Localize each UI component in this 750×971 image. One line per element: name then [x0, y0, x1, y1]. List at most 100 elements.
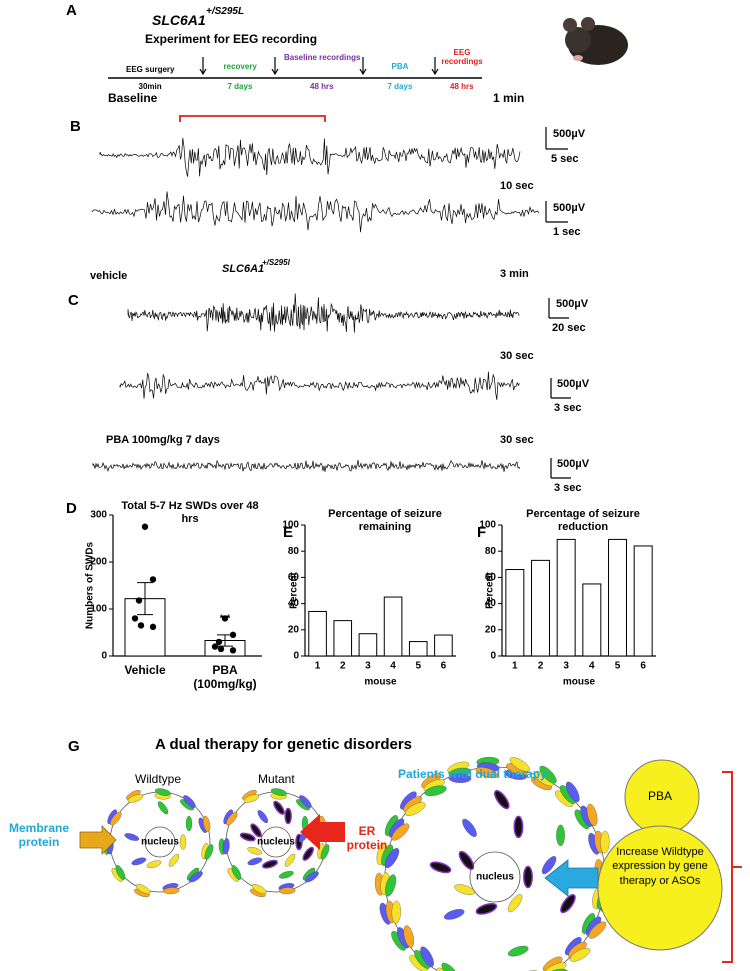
protein [462, 818, 477, 837]
protein [278, 870, 294, 879]
data-point [141, 523, 149, 530]
panel-letter: A [66, 2, 77, 19]
protein [403, 925, 414, 948]
y-tick-label: 80 [288, 546, 300, 557]
protein [454, 884, 475, 895]
experiment-title: Experiment for EEG recording [145, 32, 318, 46]
protein [247, 846, 263, 855]
zoom-span: 10 sec [500, 180, 534, 192]
y-tick-label: 100 [479, 520, 496, 531]
protein [541, 856, 557, 875]
protein [251, 884, 267, 895]
protein [243, 794, 260, 803]
gene-name: SLC6A1 [152, 12, 206, 28]
protein [391, 823, 410, 841]
panel-letter: G [68, 738, 80, 755]
data-point [221, 615, 229, 622]
cell-label: Mutant [258, 772, 295, 786]
protein [545, 968, 569, 971]
x-tick-label: 6 [640, 661, 646, 672]
y-tick-label: 60 [288, 572, 300, 583]
step-duration: 7 days [227, 82, 253, 91]
nucleus [469, 851, 521, 903]
y-tick-label: 40 [288, 598, 300, 609]
protein [179, 834, 187, 850]
protein [424, 785, 447, 796]
protein [509, 757, 530, 772]
panel-label: Baseline [108, 91, 158, 105]
protein [384, 848, 400, 869]
y-tick-label: 100 [282, 520, 299, 531]
scale-amp: 500µV [557, 458, 590, 470]
eeg-trace [91, 191, 540, 233]
x-axis-label: mouse [563, 677, 596, 688]
protein [185, 815, 193, 832]
therapy-label: PBA [648, 789, 673, 803]
data-point [149, 623, 157, 631]
protein [168, 853, 180, 867]
protein-label: ER protein [346, 824, 388, 852]
data-point [149, 576, 157, 583]
y-tick-label: 80 [485, 546, 497, 557]
protein [284, 807, 292, 825]
protein [302, 846, 315, 861]
data-point [131, 615, 139, 622]
protein [523, 865, 533, 889]
arrow [79, 825, 117, 855]
x-tick-label: 3 [365, 661, 371, 672]
bar [633, 545, 653, 657]
data-point [215, 638, 223, 646]
bar [531, 559, 550, 657]
y-tick-label: 40 [485, 598, 497, 609]
protein [270, 788, 287, 796]
bar [556, 538, 576, 657]
scale-time: 1 sec [553, 226, 581, 238]
arrow [300, 814, 345, 850]
protein [405, 802, 426, 816]
arrow-head [359, 68, 367, 76]
protein [202, 815, 211, 832]
bar [408, 641, 428, 657]
mouse-head [565, 27, 591, 53]
bar [434, 634, 453, 657]
significance: * * [220, 613, 231, 624]
scale-amp: 500µV [553, 128, 586, 140]
protein [204, 844, 214, 860]
protein [385, 874, 397, 897]
protein [154, 788, 171, 796]
protein [135, 884, 151, 895]
protein [475, 767, 498, 779]
data-point [229, 631, 237, 639]
mouse-ear [581, 17, 595, 31]
panel-letter: C [68, 292, 79, 309]
arrow-head [271, 68, 279, 76]
x-tick-label: 5 [415, 661, 421, 672]
y-tick-label: 0 [101, 651, 107, 662]
scale-amp: 500µV [553, 202, 586, 214]
scale-time: 20 sec [552, 322, 586, 334]
protein [127, 794, 144, 803]
panel-title: A dual therapy for genetic disorders [155, 736, 412, 753]
protein [299, 795, 312, 808]
error-bar [137, 582, 153, 616]
protein [429, 861, 452, 874]
protein [586, 803, 598, 827]
nucleus-label: nucleus [257, 837, 295, 848]
x-tick-label: 6 [441, 661, 447, 672]
protein [226, 811, 238, 826]
protein [163, 887, 180, 895]
cell-label: Patients with dual therapy [398, 767, 547, 781]
protein [188, 871, 203, 883]
gene-name: SLC6A1 [222, 263, 265, 275]
data-point [137, 622, 145, 629]
step-label: EEG surgery [126, 65, 175, 74]
chart-title: Percentage of seizure remaining [328, 508, 442, 533]
protein [131, 857, 147, 866]
protein [507, 945, 529, 957]
y-tick-label: 20 [485, 624, 497, 635]
protein [273, 800, 285, 815]
scale-time: 3 sec [554, 402, 582, 414]
protein [262, 859, 278, 869]
bar [608, 538, 627, 657]
